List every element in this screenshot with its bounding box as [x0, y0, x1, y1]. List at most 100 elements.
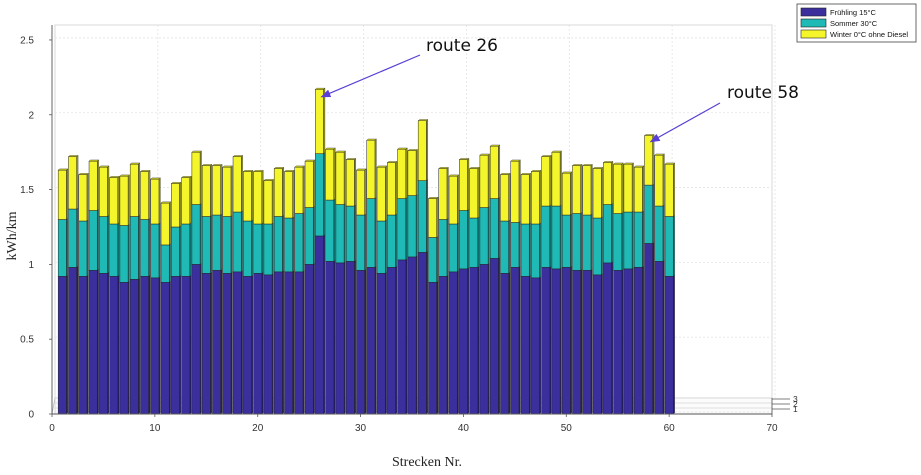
- bar-segment: [325, 199, 335, 262]
- bar-top: [510, 159, 521, 162]
- bar-segment: [531, 171, 540, 225]
- bar-stack-10: [150, 177, 161, 415]
- bar-segment: [222, 216, 232, 274]
- bar-top: [448, 174, 460, 177]
- bar-top: [571, 164, 583, 166]
- bar-segment: [68, 267, 77, 415]
- bar-top: [541, 155, 552, 157]
- x-tick-label: 70: [766, 423, 778, 434]
- bar-segment: [335, 262, 345, 415]
- axes: [51, 25, 772, 415]
- bar-segment: [171, 226, 180, 277]
- bar-segment: [428, 198, 437, 238]
- bar-segment: [345, 159, 355, 207]
- bar-top: [489, 144, 501, 147]
- legend-label-spring: Frühling 15°C: [830, 8, 877, 17]
- y-tick-label: 2: [28, 110, 34, 121]
- bar-segment: [119, 175, 129, 226]
- bar-top: [376, 165, 388, 168]
- y-tick-label: 0: [28, 410, 34, 421]
- legend-swatch-summer: [800, 18, 827, 28]
- bar-stack-21: [263, 179, 274, 415]
- bar-top: [304, 159, 316, 162]
- y-tick-label: 1.5: [20, 185, 34, 196]
- bar-segment: [294, 213, 304, 273]
- bar-top: [109, 176, 120, 178]
- bar-segment: [397, 259, 407, 415]
- bar-segment: [500, 174, 509, 222]
- bar-segment: [78, 174, 88, 222]
- bar-segment: [479, 264, 489, 415]
- bar-stack-17: [222, 165, 233, 415]
- y-tick-label: 2.5: [20, 35, 34, 46]
- bar-stack-6: [109, 176, 120, 415]
- bar-top: [150, 177, 161, 180]
- bar-top: [499, 173, 511, 175]
- bar-segment: [376, 166, 386, 222]
- bar-segment: [57, 169, 67, 220]
- bar-top: [633, 165, 645, 168]
- bar-segment: [253, 171, 263, 225]
- bar-segment: [345, 205, 355, 262]
- bar-segment: [232, 211, 242, 273]
- bar-stack-1: [57, 168, 69, 415]
- bar-top: [273, 167, 285, 169]
- bar-top: [181, 176, 192, 178]
- bar-top: [664, 162, 676, 165]
- bar-segment: [284, 271, 293, 415]
- bar-top: [479, 153, 490, 156]
- bar-top: [335, 150, 346, 153]
- bar-segment: [201, 165, 211, 217]
- bar-stack-58: [643, 134, 655, 415]
- bar-segment: [551, 205, 561, 270]
- bar-segment: [181, 276, 191, 415]
- bar-segment: [88, 210, 98, 271]
- bar-top: [582, 164, 593, 166]
- bar-stack-31: [366, 138, 377, 415]
- bar-segment: [510, 160, 520, 223]
- bar-stack-33: [386, 161, 398, 415]
- bar-stack-16: [211, 164, 223, 415]
- bar-segment: [531, 277, 540, 415]
- bar-segment: [541, 267, 551, 415]
- bar-stack-44: [499, 173, 511, 415]
- bar-segment: [160, 202, 170, 246]
- bar-segment: [613, 163, 623, 214]
- bar-segment: [140, 171, 149, 220]
- bar-stack-20: [253, 170, 264, 415]
- bar-segment: [633, 267, 643, 415]
- bar-segment: [253, 273, 263, 415]
- bar-segment: [212, 214, 221, 271]
- bar-segment: [448, 175, 458, 225]
- bar-top: [263, 179, 274, 181]
- bar-segment: [376, 220, 386, 274]
- x-tick-label: 40: [458, 423, 470, 434]
- bar-stack-9: [139, 170, 151, 415]
- bar-segment: [88, 270, 98, 415]
- bar-segment: [644, 184, 653, 244]
- bar-segment: [315, 89, 324, 154]
- bar-segment: [520, 223, 530, 277]
- bar-segment: [345, 261, 355, 415]
- bar-stack-48: [541, 155, 552, 415]
- bar-segment: [160, 244, 170, 283]
- bar-segment: [140, 276, 149, 415]
- bar-segment: [78, 276, 88, 415]
- bar-stack-5: [98, 165, 110, 415]
- bar-stack-50: [561, 171, 573, 415]
- bar-segment: [356, 214, 365, 271]
- bar-stack-23: [283, 170, 295, 415]
- bar-segment: [243, 171, 252, 222]
- bar-stack-40: [458, 158, 470, 415]
- bar-segment: [212, 165, 221, 216]
- x-axis-title: Strecken Nr.: [392, 455, 462, 470]
- bar-segment: [109, 223, 119, 277]
- bar-segment: [603, 262, 612, 415]
- bar-segment: [57, 276, 67, 415]
- bar-segment: [191, 204, 201, 265]
- bar-segment: [356, 270, 365, 415]
- bar-stack-8: [129, 162, 141, 415]
- bar-segment: [448, 223, 458, 273]
- legend-swatch-winter: [800, 29, 827, 39]
- bar-stack-36: [417, 119, 429, 415]
